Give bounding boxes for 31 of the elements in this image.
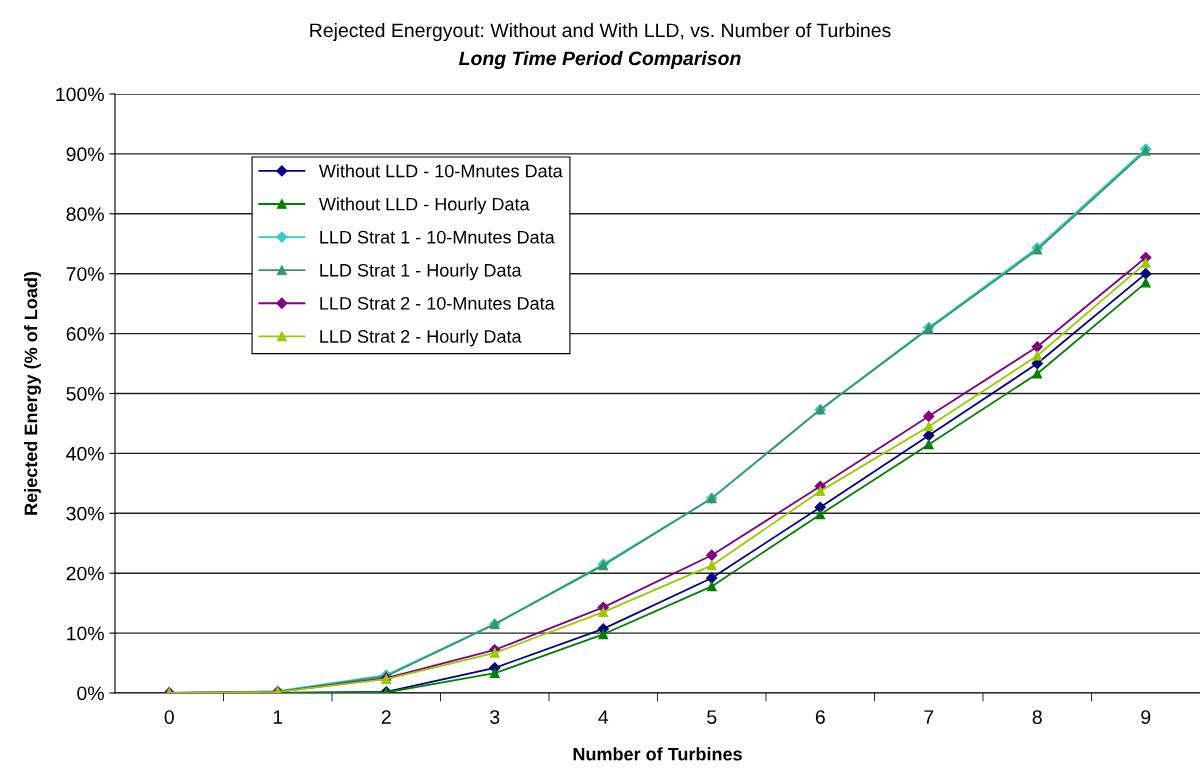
- y-tick-label: 0%: [77, 686, 104, 701]
- legend-label: LLD Strat 2 - Hourly Data: [320, 329, 522, 347]
- chart-title: Rejected Energyout: Without and With LLD, vs. Number of Turbines: [310, 22, 891, 42]
- x-tick-label: 5: [707, 710, 717, 724]
- y-tick-label: 60%: [66, 327, 104, 341]
- legend-label: Without LLD - Hourly Data: [318, 197, 530, 215]
- legend-label: LLD Strat 2 - 10-Mnutes Data: [320, 296, 555, 310]
- y-tick-label: 50%: [66, 386, 104, 401]
- y-tick-label: 40%: [66, 446, 104, 461]
- legend-label: Without LLD - 10-Mnutes Data: [318, 164, 563, 178]
- x-tick-label: 1: [273, 710, 283, 724]
- x-tick-label: 7: [924, 710, 934, 724]
- y-tick-label: 100%: [56, 87, 104, 102]
- y-tick-label: 90%: [66, 147, 104, 162]
- y-tick-label: 20%: [66, 566, 104, 581]
- x-tick-label: 9: [1141, 710, 1151, 724]
- x-tick-label: 0: [164, 710, 174, 724]
- y-tick-label: 80%: [66, 207, 104, 222]
- legend-label: LLD Strat 1 - 10-Mnutes Data: [320, 230, 555, 244]
- y-axis-title: Rejected Energy (% of Load): [24, 271, 41, 515]
- y-tick-label: 70%: [66, 267, 104, 281]
- y-tick-label: 10%: [67, 626, 104, 641]
- x-tick-label: 3: [490, 710, 500, 724]
- x-tick-label: 4: [598, 710, 609, 724]
- x-tick-label: 2: [381, 710, 391, 724]
- x-tick-label: 8: [1032, 710, 1042, 724]
- legend-label: LLD Strat 1 - Hourly Data: [320, 263, 522, 281]
- x-axis-title: Number of Turbines: [573, 747, 742, 761]
- chart-subtitle: Long Time Period Comparison: [459, 50, 741, 70]
- y-tick-label: 30%: [66, 506, 104, 521]
- x-tick-label: 6: [815, 710, 825, 724]
